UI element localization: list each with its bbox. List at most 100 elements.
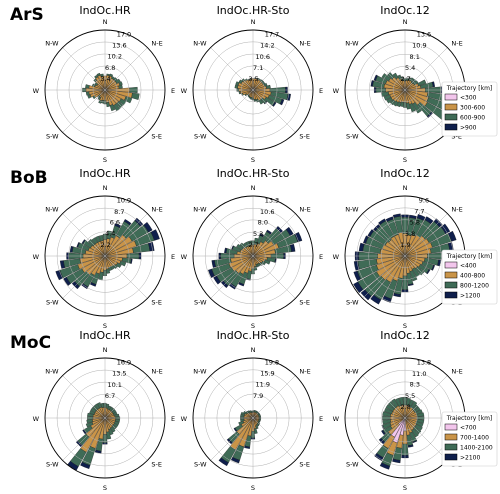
rose-bar-segment <box>115 418 120 423</box>
angular-gridline <box>104 417 148 461</box>
radial-tick-label: 2.8 <box>400 403 410 411</box>
rose-bar-segment <box>81 239 86 245</box>
rose-bar-segment <box>257 420 261 424</box>
rose-bar-segment <box>255 263 259 268</box>
direction-label: N <box>103 184 108 192</box>
direction-label: N <box>251 346 256 354</box>
angular-gridline <box>252 213 296 257</box>
panel-title: IndOc.HR-Sto <box>217 329 290 342</box>
polar-frame <box>192 29 314 151</box>
rose-bar-segment <box>272 101 277 107</box>
rose-bar-segment <box>370 294 382 305</box>
rose-bar-segment <box>85 91 90 96</box>
rose-panel: IndOc.HR-Sto 2.7 5.3 8.0 10.6 13.3 N N-E E S-E S S-… <box>181 167 324 330</box>
radial-tick-label: 3.5 <box>248 75 258 83</box>
legend-swatch <box>444 291 458 299</box>
legend-label: 300-600 <box>460 105 485 112</box>
rose-bar-segment <box>426 269 431 275</box>
rose-bar-segment <box>115 262 122 268</box>
rose-bar-segment <box>119 260 127 267</box>
radial-tick-label: 10.9 <box>412 42 426 50</box>
rose-bar-segment <box>130 258 133 264</box>
rose-bar-segment <box>90 282 97 287</box>
direction-label: S-E <box>299 460 310 468</box>
panel-title: IndOc.HR-Sto <box>217 4 290 17</box>
direction-label: N-W <box>345 40 359 48</box>
rose-bar-segment <box>82 429 87 435</box>
rose-bar-segment <box>236 243 244 251</box>
angular-gridline <box>62 417 106 461</box>
rose-bar-segment <box>211 260 216 268</box>
rose-bar-segment <box>424 216 434 225</box>
radial-tick-label: 6.6 <box>110 218 120 226</box>
rose-bar-segment <box>294 232 303 243</box>
rose-bar-segment <box>413 406 421 413</box>
legend-swatch <box>444 433 458 441</box>
radial-tick-label: 7.9 <box>253 392 263 400</box>
rose-bar-segment <box>279 98 285 106</box>
angular-gridline <box>62 375 106 419</box>
legend-swatch <box>444 443 458 451</box>
rose-bar-segment <box>118 81 123 86</box>
rose-bar-segment <box>108 428 114 436</box>
rose-panel: IndOc.HR 3.4 6.8 10.2 13.6 17.0 N N-E E S-E S S-W W N… <box>33 4 176 164</box>
rose-bar-segment <box>257 262 261 267</box>
legend-swatch <box>444 271 458 279</box>
rose-bar-segment <box>208 268 215 278</box>
legend-label: >1200 <box>460 293 480 300</box>
rose-bar-segment <box>258 418 261 421</box>
rose-bar-segment <box>448 230 457 242</box>
rose-bar-segment <box>274 258 277 263</box>
radial-tick-label: 8.7 <box>114 208 124 216</box>
legend-label: <300 <box>460 95 477 102</box>
direction-label: S-W <box>194 132 207 140</box>
rose-bar-segment <box>106 268 111 274</box>
direction-label: E <box>319 415 323 423</box>
row-label-bob: BoB <box>10 168 48 188</box>
radial-tick-label: 2.7 <box>248 241 258 249</box>
rose-bar-segment <box>440 223 451 234</box>
rose-bar-segment <box>258 414 261 417</box>
rose-bar-segment <box>100 403 105 408</box>
rose-panel: IndOc.HR 6.7 10.1 13.5 16.9 N N-E E S-E S S-W W N-W <box>33 329 176 492</box>
direction-label: S <box>403 484 407 492</box>
legend-swatch <box>444 123 458 131</box>
legend-swatch <box>444 281 458 289</box>
rose-bar-segment <box>240 414 245 418</box>
radial-tick-label: 7.1 <box>253 64 263 72</box>
direction-label: W <box>333 415 340 423</box>
rose-bar-segment <box>358 242 365 252</box>
direction-label: S-E <box>151 132 162 140</box>
legend-swatch <box>444 93 458 101</box>
direction-label: W <box>333 253 340 261</box>
radial-tick-label: 8.0 <box>258 219 268 227</box>
legend: Trajectory [km] <300 300-600 600-900 >900 <box>441 81 498 137</box>
angular-gridline <box>62 213 106 257</box>
direction-label: N-W <box>193 40 207 48</box>
polar-frame <box>44 195 166 317</box>
radial-tick-label: 10.1 <box>107 381 121 389</box>
rose-bar-segment <box>90 407 97 413</box>
rose-bar-segment <box>95 235 101 243</box>
rose-bar-segment <box>383 94 392 101</box>
rose-bar-segment <box>113 422 119 428</box>
rose-panel: IndOc.122.85.58.311.013.8NN-EES-ESS-WWN-… <box>333 329 476 492</box>
direction-label: W <box>181 253 188 261</box>
rose-bar-segment <box>76 242 80 248</box>
rose-bar-segment <box>94 74 99 79</box>
angular-gridline <box>104 213 148 257</box>
direction-label: W <box>181 87 188 95</box>
rose-bar-segment <box>393 293 401 298</box>
polar-frame <box>192 357 314 479</box>
rose-bar-segment <box>109 73 114 78</box>
rose-bar-segment <box>85 84 90 89</box>
radial-tick-label: 2.7 <box>400 75 410 83</box>
direction-label: N <box>103 18 108 26</box>
rose-bar-segment <box>416 214 426 221</box>
angular-gridline <box>252 255 296 299</box>
rose-bar-segment <box>124 96 133 104</box>
direction-label: N-E <box>299 368 310 376</box>
rose-bar-segment <box>258 78 262 82</box>
angular-gridline <box>210 89 254 133</box>
rose-bar-segment <box>395 397 402 407</box>
